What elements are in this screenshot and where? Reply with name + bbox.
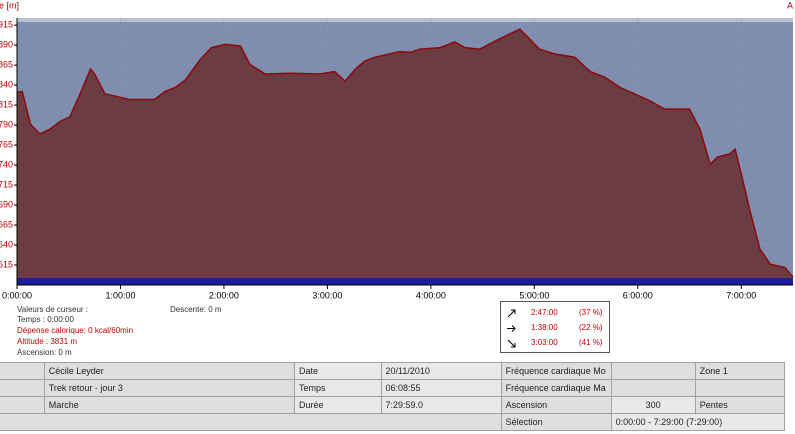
table-row: Sélection 0:00:00 - 7:29:00 (7:29:00) bbox=[0, 413, 786, 431]
x-tick-label: 3:00:00 bbox=[312, 290, 342, 300]
table-cell: Temps bbox=[293, 379, 382, 397]
table-cell bbox=[0, 362, 45, 380]
table-cell bbox=[610, 379, 696, 397]
cursor-ascent: Ascension: 0 m bbox=[17, 348, 72, 357]
table-cell: Sélection bbox=[500, 413, 612, 431]
y-tick-label: 3640 bbox=[0, 239, 13, 249]
down-arrow bbox=[507, 339, 516, 348]
table-cell: Fréquence cardiaque Mo bbox=[500, 362, 612, 380]
table-cell bbox=[610, 362, 696, 380]
table-cell: Pentes bbox=[694, 396, 786, 414]
y-tick-label: 3665 bbox=[0, 219, 13, 229]
table-cell: 300 bbox=[610, 396, 696, 414]
table-row: Marche Durée 7:29:59.0 Ascension 300 Pen… bbox=[0, 396, 786, 414]
slope-time: 1:38:00 bbox=[531, 323, 558, 332]
y-tick-label: 3690 bbox=[0, 199, 13, 209]
table-cell: 06:08:55 bbox=[380, 379, 502, 397]
table-cell: Cécile Leyder bbox=[43, 362, 295, 380]
y-tick-label: 3815 bbox=[0, 100, 13, 110]
corner-label: A bbox=[787, 0, 793, 10]
slope-share: (22 %) bbox=[579, 323, 603, 332]
up-arrow bbox=[507, 309, 516, 318]
altitude-line bbox=[16, 28, 794, 278]
table-row: Cécile Leyder Date 20/11/2010 Fréquence … bbox=[0, 362, 786, 380]
slope-time: 3:03:00 bbox=[531, 338, 558, 347]
table-cell: Durée bbox=[293, 396, 382, 414]
x-tick-label: 0:00:00 bbox=[2, 290, 32, 300]
y-tick-label: 3765 bbox=[0, 139, 13, 149]
y-tick-label: 3740 bbox=[0, 159, 13, 169]
table-cell bbox=[694, 379, 786, 397]
table-cell: 0:00:00 - 7:29:00 (7:29:00) bbox=[610, 413, 786, 431]
y-tick-label: 3790 bbox=[0, 119, 13, 129]
x-tick-label: 1:00:00 bbox=[105, 290, 135, 300]
table-cell: 7:29:59.0 bbox=[380, 396, 502, 414]
y-tick-label: 3715 bbox=[0, 179, 13, 189]
slope-time: 2:47:00 bbox=[531, 308, 558, 317]
slope-share: (41 %) bbox=[579, 338, 603, 347]
x-tick-label: 7:00:00 bbox=[726, 290, 756, 300]
x-tick-label: 2:00:00 bbox=[209, 290, 239, 300]
table-row: Trek retour - jour 3 Temps 06:08:55 Fréq… bbox=[0, 379, 786, 397]
table-cell: Date bbox=[293, 362, 382, 380]
chart: e [m] A 3615 3640 3665 3690 3715 3740 3765 3790… bbox=[0, 0, 794, 300]
x-tick-label: 6:00:00 bbox=[623, 290, 653, 300]
table-cell bbox=[0, 396, 45, 414]
y-tick-label: 3840 bbox=[0, 80, 13, 90]
table-cell: Fréquence cardiaque Ma bbox=[500, 379, 612, 397]
slope-row: 3:03:00 (41 %) bbox=[501, 336, 609, 350]
table-cell: 20/11/2010 bbox=[380, 362, 502, 380]
table-cell bbox=[0, 413, 502, 431]
table-cell: Zone 1 bbox=[694, 362, 786, 380]
x-tick-label: 5:00:00 bbox=[519, 290, 549, 300]
y-tick-label: 3865 bbox=[0, 60, 13, 70]
cursor-altitude: Altitude : 3831 m bbox=[17, 337, 78, 346]
table-cell: Marche bbox=[43, 396, 295, 414]
baseline-band bbox=[17, 278, 793, 285]
slope-box: 2:47:00 (37 %) 1:38:00 (22 %) 3:03:00 (4… bbox=[500, 301, 610, 353]
table-cell bbox=[0, 379, 45, 397]
y-tick-label: 3915 bbox=[0, 20, 13, 30]
x-tick-label: 4:00:00 bbox=[416, 290, 446, 300]
table-cell: Ascension bbox=[500, 396, 612, 414]
cursor-descent: Descente: 0 m bbox=[170, 305, 222, 314]
cursor-calories: Dépense calorique: 0 kcal/60min bbox=[17, 326, 134, 335]
y-axis-label: e [m] bbox=[0, 0, 19, 10]
slope-share: (37 %) bbox=[579, 308, 603, 317]
table-cell: Trek retour - jour 3 bbox=[43, 379, 295, 397]
cursor-time: Temps : 0:00:00 bbox=[17, 315, 74, 324]
cursor-heading: Valeurs de curseur : bbox=[17, 305, 88, 314]
altitude-area bbox=[17, 29, 793, 286]
y-tick-label: 3890 bbox=[0, 40, 13, 50]
slope-row: 1:38:00 (22 %) bbox=[501, 321, 609, 335]
slope-row: 2:47:00 (37 %) bbox=[501, 306, 609, 320]
y-tick-label: 3615 bbox=[0, 259, 13, 269]
summary-table: Cécile Leyder Date 20/11/2010 Fréquence … bbox=[0, 362, 786, 431]
flat-arrow bbox=[507, 325, 516, 332]
plot-top-band bbox=[17, 18, 793, 22]
